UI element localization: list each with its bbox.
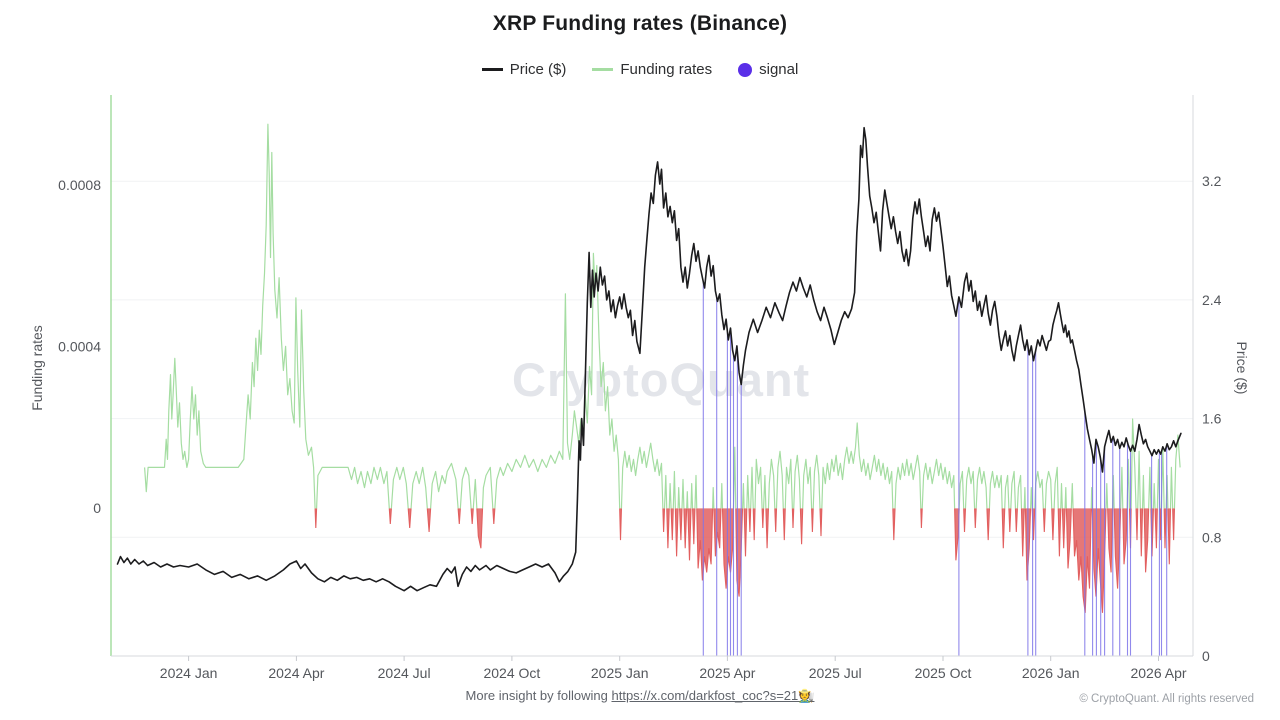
copyright-notice: © CryptoQuant. All rights reserved [1079, 693, 1254, 705]
footer-link[interactable]: https://x.com/darkfost_coc?s=21🧑‍🌾 [611, 688, 815, 703]
legend-label-signal: signal [759, 61, 799, 78]
legend-label-price: Price ($) [509, 61, 567, 78]
svg-text:2025 Jan: 2025 Jan [591, 665, 649, 681]
signal-dot-swatch-icon [738, 62, 753, 77]
legend: Price ($) Funding rates signal [0, 61, 1280, 78]
legend-item-funding-rates[interactable]: Funding rates [592, 61, 712, 78]
svg-text:1.6: 1.6 [1202, 411, 1222, 427]
svg-text:2026 Apr: 2026 Apr [1130, 665, 1186, 681]
svg-text:0: 0 [93, 500, 101, 516]
svg-text:2024 Apr: 2024 Apr [268, 665, 324, 681]
svg-text:2.4: 2.4 [1202, 292, 1222, 308]
footer-text: More insight by following [465, 688, 612, 703]
price-line-swatch-icon [481, 68, 503, 71]
svg-text:2024 Jan: 2024 Jan [160, 665, 218, 681]
footer-note: More insight by following https://x.com/… [0, 688, 1280, 704]
funding-line-swatch-icon [592, 68, 614, 71]
svg-text:0.0008: 0.0008 [58, 177, 101, 193]
svg-text:3.2: 3.2 [1202, 173, 1222, 189]
svg-text:0.0004: 0.0004 [58, 338, 101, 354]
svg-text:2025 Jul: 2025 Jul [809, 665, 862, 681]
cryptoquant-watermark: CryptoQuant [512, 353, 811, 406]
svg-text:0.8: 0.8 [1202, 529, 1222, 545]
legend-item-signal[interactable]: signal [738, 61, 798, 78]
legend-item-price[interactable]: Price ($) [481, 61, 567, 78]
legend-label-funding-rates: Funding rates [620, 61, 713, 78]
page-title: XRP Funding rates (Binance) [492, 12, 788, 35]
svg-text:2024 Oct: 2024 Oct [483, 665, 540, 681]
svg-text:2025 Oct: 2025 Oct [915, 665, 972, 681]
svg-text:2026 Jan: 2026 Jan [1022, 665, 1080, 681]
svg-text:0: 0 [1202, 648, 1210, 664]
svg-text:2025 Apr: 2025 Apr [699, 665, 755, 681]
svg-text:2024 Jul: 2024 Jul [378, 665, 431, 681]
